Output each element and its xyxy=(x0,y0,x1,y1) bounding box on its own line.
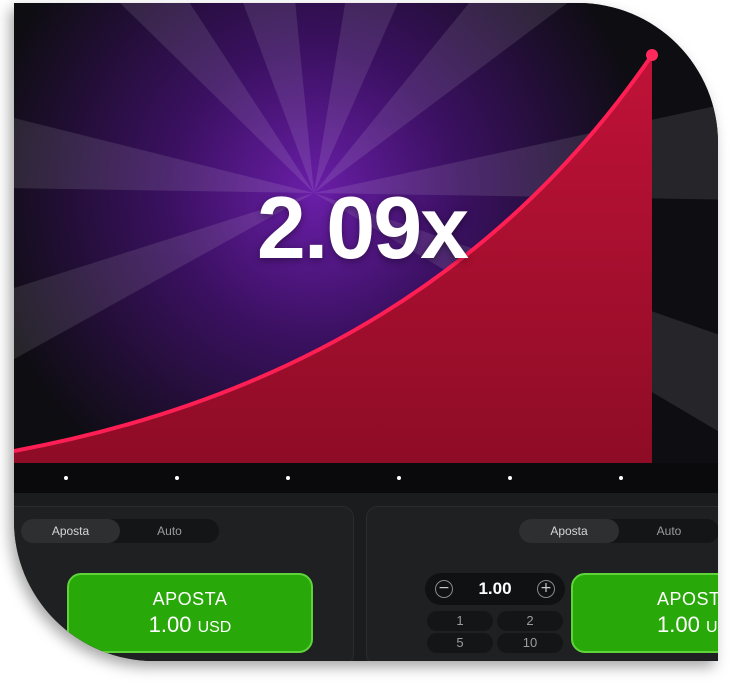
flight-graph xyxy=(14,3,718,493)
bet-amount-stepper: − 1.00 + xyxy=(425,573,565,605)
bet-mode-tabs: Aposta Auto xyxy=(21,519,219,543)
game-canvas: 2.09x xyxy=(14,3,718,493)
bet-mode-tabs: Aposta Auto xyxy=(519,519,718,543)
quick-amount-1[interactable]: 1 xyxy=(427,611,493,631)
bet-button[interactable]: APOST 1.00 US xyxy=(571,573,718,653)
bet-currency: US xyxy=(705,619,718,636)
bet-currency: USD xyxy=(197,619,232,636)
multiplier-curve xyxy=(14,53,654,453)
quick-amount-2[interactable]: 2 xyxy=(497,611,563,631)
bet-button-amount: 1.00 US xyxy=(657,612,718,641)
bet-panel-right: Aposta Auto − 1.00 + 1 2 5 10 APOST 1.00… xyxy=(366,506,718,661)
quick-amount-5[interactable]: 5 xyxy=(427,633,493,653)
bet-button-title: APOST xyxy=(657,589,718,609)
bet-button-title: APOSTA xyxy=(152,589,228,609)
stepper-value[interactable]: 1.00 xyxy=(478,579,512,598)
curve-area xyxy=(14,55,652,463)
minus-icon[interactable]: − xyxy=(435,580,453,598)
bet-button[interactable]: APOSTA 1.00 USD xyxy=(67,573,313,653)
timeline-dots xyxy=(64,476,623,480)
tab-aposta[interactable]: Aposta xyxy=(519,519,619,543)
tab-auto[interactable]: Auto xyxy=(656,524,682,538)
tab-aposta[interactable]: Aposta xyxy=(21,519,120,543)
timeline-axis xyxy=(14,463,718,493)
game-window: 2.09x Aposta Auto APOSTA 1.00 USD Aposta… xyxy=(14,3,718,661)
tab-auto[interactable]: Auto xyxy=(157,524,182,538)
plane-marker xyxy=(646,49,658,61)
plus-icon[interactable]: + xyxy=(537,580,555,598)
bet-amount: 1.00 xyxy=(148,612,192,637)
bet-amount: 1.00 xyxy=(657,612,700,637)
bet-button-amount: 1.00 USD xyxy=(69,612,311,641)
quick-amount-10[interactable]: 10 xyxy=(497,633,563,653)
bet-panel-left: Aposta Auto APOSTA 1.00 USD xyxy=(14,506,354,661)
multiplier-display: 2.09x xyxy=(256,178,469,277)
